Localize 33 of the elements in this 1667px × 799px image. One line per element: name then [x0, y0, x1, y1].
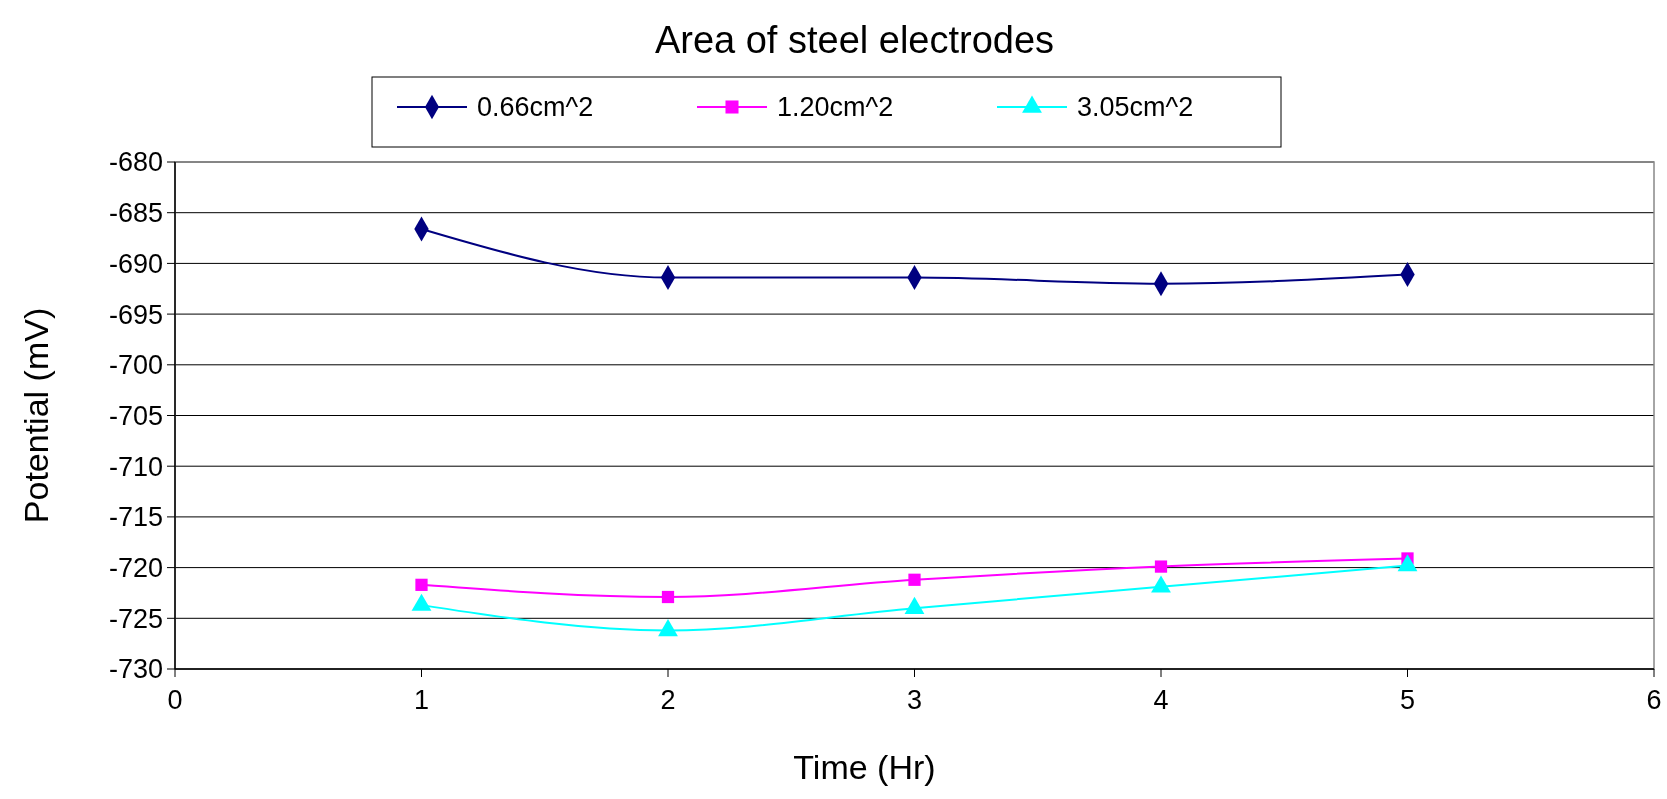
- point: [411, 593, 432, 611]
- point: [908, 573, 921, 586]
- x-tick-label: 1: [413, 685, 430, 715]
- x-tick-label: 3: [906, 685, 923, 715]
- y-tick-label: -695: [108, 299, 163, 330]
- y-axis-title: Potential (mV): [17, 307, 55, 524]
- point: [904, 596, 925, 614]
- x-tick-label: 2: [660, 685, 676, 715]
- point: [1151, 575, 1171, 593]
- point: [1397, 554, 1418, 572]
- chart-title: Area of steel electrodes: [654, 19, 1055, 61]
- x-tick-label: 4: [1153, 685, 1169, 715]
- point: [1154, 560, 1168, 573]
- y-tick-label: -680: [108, 147, 163, 178]
- y-tick-label: -725: [108, 603, 163, 634]
- y-tick-label: -690: [108, 248, 163, 279]
- point: [658, 619, 678, 637]
- x-tick-label: 5: [1399, 685, 1416, 715]
- y-tick-label: -705: [108, 400, 163, 431]
- point: [415, 578, 428, 591]
- legend-label: 1.20cm^2: [777, 92, 894, 123]
- point: [661, 590, 675, 604]
- y-tick-label: -685: [108, 198, 163, 229]
- y-tick-label: -730: [108, 654, 163, 685]
- x-tick-label: 0: [167, 685, 183, 715]
- y-tick-label: -710: [108, 451, 163, 482]
- x-tick-label: 6: [1646, 685, 1662, 715]
- x-axis-title: Time (Hr): [793, 748, 936, 786]
- legend-label: 0.66cm^2: [477, 92, 594, 123]
- y-tick-label: -700: [108, 350, 163, 381]
- y-tick-label: -715: [108, 502, 163, 533]
- legend-label: 3.05cm^2: [1077, 92, 1194, 123]
- y-tick-label: -720: [108, 553, 163, 584]
